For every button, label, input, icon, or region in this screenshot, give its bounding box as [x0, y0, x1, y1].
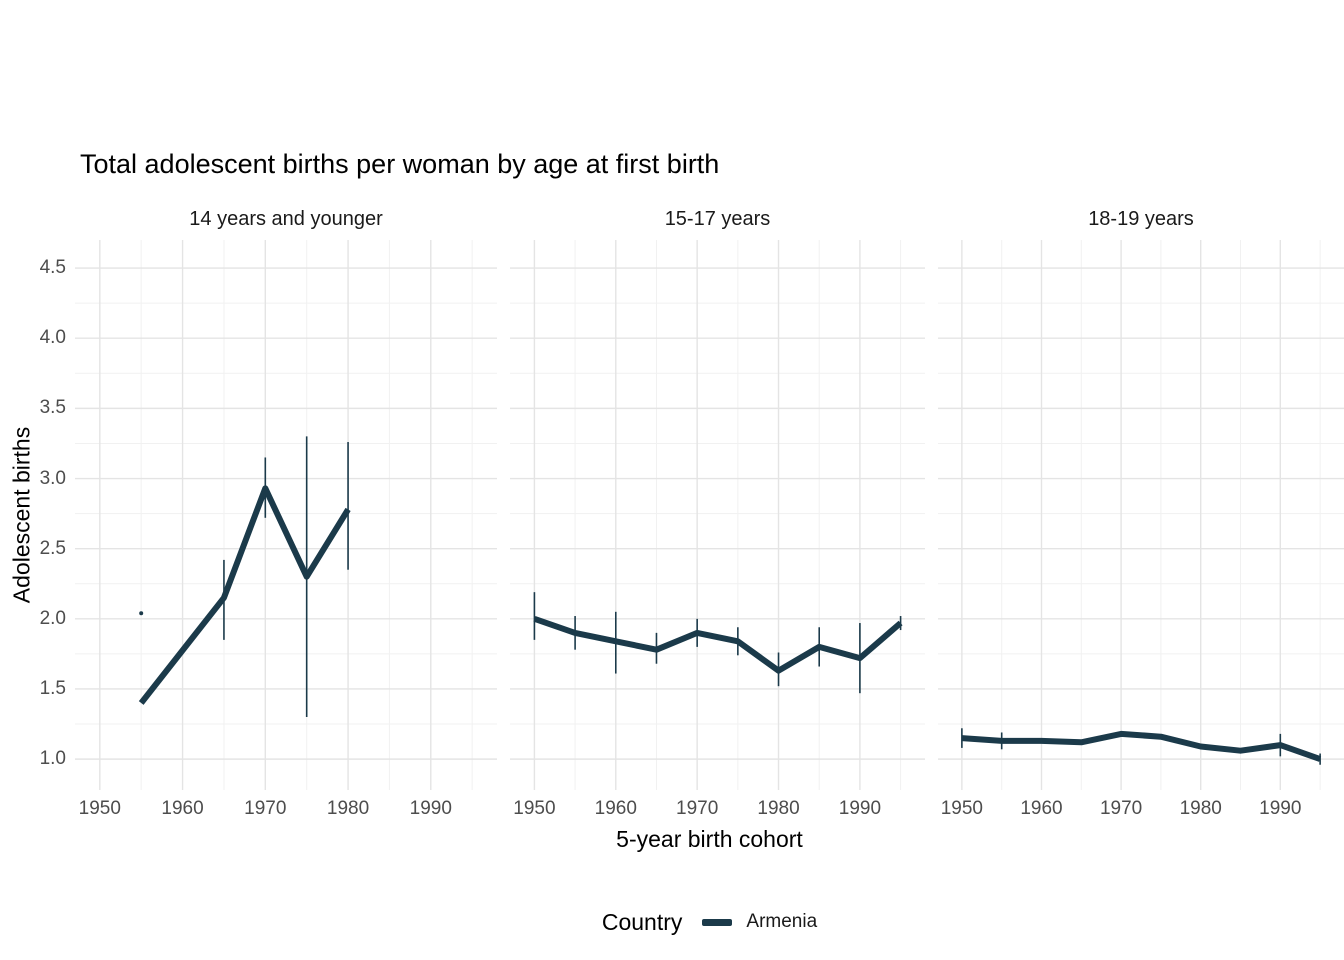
x-tick-label: 1990 — [1259, 798, 1302, 819]
x-tick-label: 1990 — [838, 798, 882, 819]
x-tick-label: 1990 — [409, 798, 452, 819]
legend: Country Armenia — [75, 900, 1344, 944]
x-tick-label: 1970 — [244, 798, 287, 819]
y-axis-title: Adolescent births — [8, 426, 35, 604]
x-tick-label: 1980 — [326, 798, 370, 819]
x-tick-label: 1970 — [1099, 798, 1143, 819]
x-tick-label: 1980 — [757, 798, 800, 819]
x-tick-label: 1960 — [594, 798, 637, 819]
y-tick-label: 3.5 — [39, 397, 66, 419]
facet-label: 15-17 years — [664, 208, 771, 230]
facet-label: 14 years and younger — [189, 208, 383, 230]
y-tick-label: 2.0 — [39, 607, 66, 629]
x-tick-label: 1950 — [78, 798, 121, 819]
facet-label: 18-19 years — [1088, 208, 1194, 230]
x-tick-label: 1960 — [161, 798, 204, 819]
y-tick-label: 2.5 — [39, 537, 66, 559]
y-tick-label: 3.0 — [39, 467, 66, 489]
y-tick-label: 1.5 — [39, 677, 66, 699]
x-tick-label: 1980 — [1179, 798, 1222, 819]
chart-title: Total adolescent births per woman by age… — [80, 149, 720, 179]
facet-plot — [75, 240, 497, 790]
facet-plot — [938, 240, 1344, 790]
facet-plot — [510, 240, 925, 790]
x-tick-label: 1950 — [513, 798, 556, 819]
y-tick-label: 4.0 — [39, 327, 66, 349]
legend-key-line — [702, 918, 733, 926]
x-tick-label: 1960 — [1020, 798, 1063, 819]
x-tick-label: 1970 — [676, 798, 719, 819]
legend-series-label: Armenia — [746, 911, 818, 932]
legend-title: Country — [601, 908, 683, 935]
y-tick-label: 4.5 — [39, 257, 66, 279]
y-tick-label: 1.0 — [39, 748, 66, 770]
x-axis-title: 5-year birth cohort — [616, 826, 803, 852]
x-tick-label: 1950 — [940, 798, 984, 819]
